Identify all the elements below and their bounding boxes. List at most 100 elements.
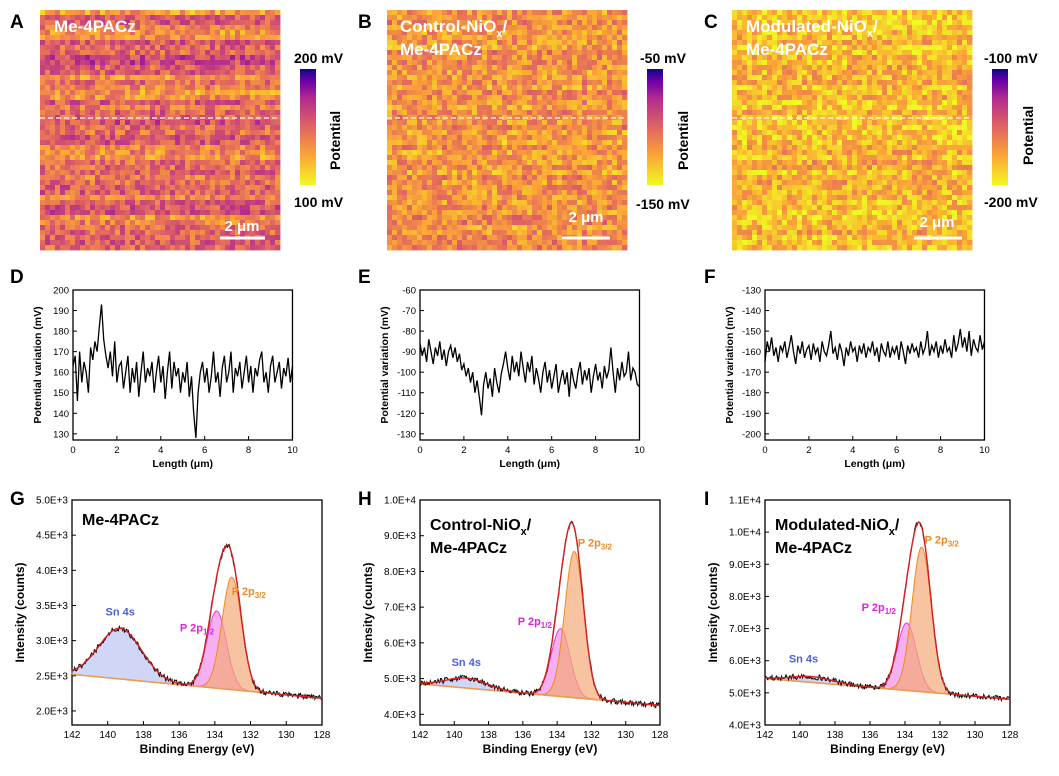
map-pixel [75,55,80,60]
map-pixel [442,225,447,230]
map-pixel [175,175,180,180]
map-pixel [100,10,105,15]
map-pixel [55,125,60,130]
map-pixel [125,125,130,130]
map-pixel [477,95,482,100]
map-pixel [90,50,95,55]
map-pixel [275,125,280,130]
map-pixel [497,130,502,135]
map-pixel [220,140,225,145]
map-pixel [75,215,80,220]
map-pixel [255,95,260,100]
map-pixel [932,20,937,25]
map-pixel [205,225,210,230]
map-pixel [65,85,70,90]
map-pixel [592,120,597,125]
map-pixel [45,225,50,230]
map-pixel [50,100,55,105]
map-pixel [617,85,622,90]
map-pixel [270,145,275,150]
map-pixel [255,140,260,145]
map-pixel [562,125,567,130]
map-pixel [155,215,160,220]
map-pixel [427,170,432,175]
map-pixel [407,150,412,155]
map-pixel [165,160,170,165]
map-pixel [240,35,245,40]
map-pixel [55,235,60,240]
map-pixel [240,175,245,180]
map-pixel [270,10,275,15]
map-pixel [165,200,170,205]
map-pixel [275,185,280,190]
map-pixel [467,245,472,250]
map-pixel [260,155,265,160]
colorbar-a-max: 200 mV [294,50,344,66]
map-pixel [812,10,817,15]
map-pixel [155,170,160,175]
map-pixel [140,100,145,105]
map-pixel [275,155,280,160]
map-pixel [170,40,175,45]
map-pixel [205,70,210,75]
map-pixel [110,220,115,225]
map-pixel [462,80,467,85]
map-pixel [507,15,512,20]
map-pixel [90,160,95,165]
map-pixel [597,100,602,105]
map-pixel [577,65,582,70]
map-pixel [150,240,155,245]
map-pixel [145,245,150,250]
map-pixel [135,90,140,95]
map-pixel [527,45,532,50]
map-pixel [542,130,547,135]
map-pixel [200,55,205,60]
map-pixel [50,235,55,240]
map-pixel [225,125,230,130]
map-pixel [85,45,90,50]
map-pixel [200,230,205,235]
map-pixel [190,10,195,15]
map-pixel [602,45,607,50]
map-pixel [502,165,507,170]
map-pixel [482,175,487,180]
map-pixel [95,110,100,115]
map-pixel [472,80,477,85]
map-pixel [442,70,447,75]
map-pixel [85,170,90,175]
map-pixel [175,135,180,140]
map-pixel [275,90,280,95]
map-pixel [397,170,402,175]
map-pixel [260,140,265,145]
map-pixel [240,20,245,25]
map-pixel [135,110,140,115]
map-pixel [55,200,60,205]
map-pixel [40,245,45,250]
map-pixel [612,25,617,30]
map-pixel [512,40,517,45]
map-pixel [65,80,70,85]
map-pixel [432,135,437,140]
map-pixel [517,170,522,175]
map-pixel [537,210,542,215]
map-pixel [70,10,75,15]
map-pixel [270,235,275,240]
map-pixel [55,220,60,225]
map-pixel [150,120,155,125]
map-pixel [572,110,577,115]
map-pixel [215,165,220,170]
map-pixel [110,100,115,105]
map-pixel [602,20,607,25]
map-pixel [387,90,392,95]
map-pixel [115,70,120,75]
map-pixel [512,205,517,210]
map-pixel [497,200,502,205]
map-pixel [135,40,140,45]
map-pixel [175,40,180,45]
map-pixel [607,160,612,165]
map-pixel [502,80,507,85]
map-pixel [180,175,185,180]
map-pixel [175,220,180,225]
map-pixel [467,95,472,100]
map-pixel [527,40,532,45]
